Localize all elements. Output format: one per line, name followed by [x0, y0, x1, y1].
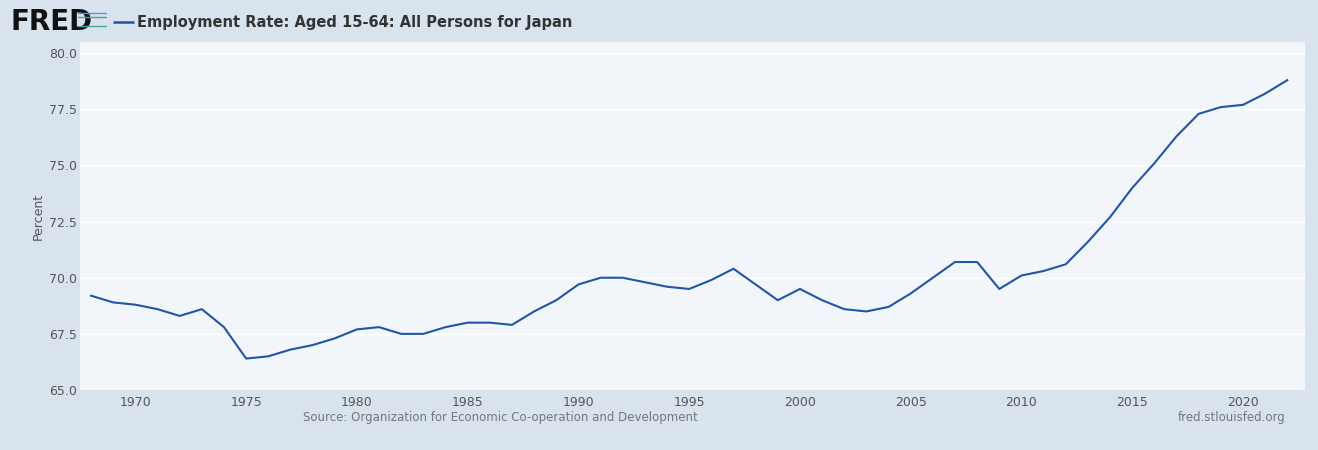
Text: FRED: FRED — [11, 8, 92, 36]
Text: Employment Rate: Aged 15-64: All Persons for Japan: Employment Rate: Aged 15-64: All Persons… — [137, 14, 572, 30]
Text: Source: Organization for Economic Co-operation and Development: Source: Organization for Economic Co-ope… — [303, 410, 699, 423]
Y-axis label: Percent: Percent — [32, 193, 45, 239]
Text: fred.stlouisfed.org: fred.stlouisfed.org — [1177, 410, 1285, 423]
